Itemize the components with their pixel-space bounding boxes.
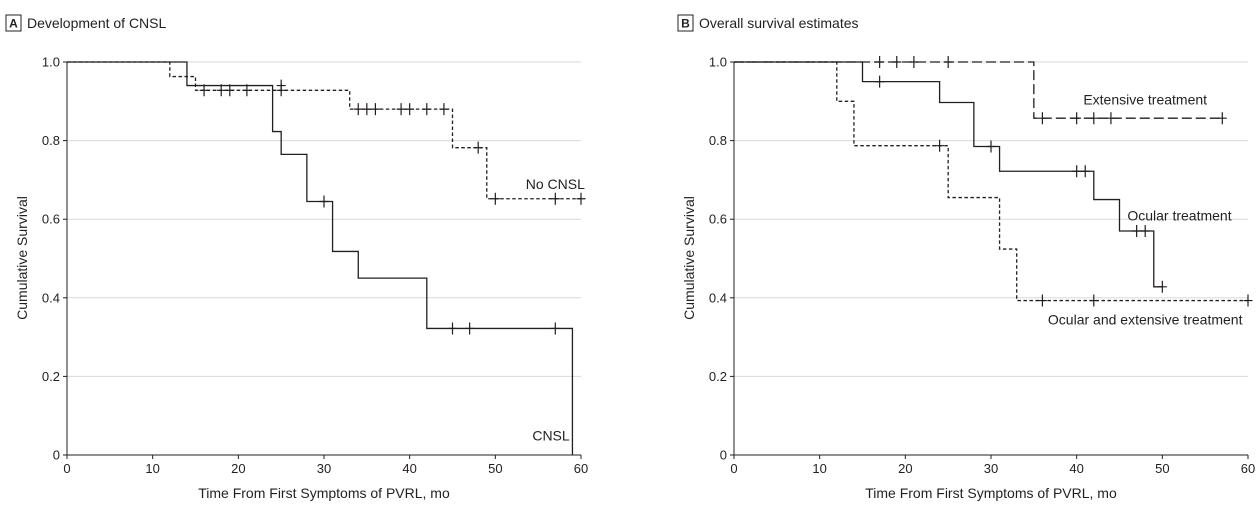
panel-a-letter: A bbox=[9, 17, 18, 31]
panel-a-no-cnsl-censor-mark bbox=[370, 103, 380, 116]
panel-b: B Overall survival estimates 00.20.40.60… bbox=[677, 14, 1255, 501]
panel-b-ocular-and-extensive-treatment-censor-mark bbox=[935, 139, 945, 152]
panel-b-x-tick-label: 20 bbox=[898, 461, 912, 476]
panel-b-y-axis-label: Cumulative Survival bbox=[681, 196, 697, 320]
panel-a-no-cnsl-censor-mark bbox=[422, 103, 432, 116]
panel-b-ocular-treatment-censor-mark bbox=[1072, 165, 1082, 178]
panel-b-extensive-treatment-censor-mark bbox=[1037, 112, 1047, 125]
panel-a: A Development of CNSL 0 0.2 0.4 0.6 0.8 1.0 0 1… bbox=[5, 14, 588, 501]
panel-b-ocular-and-extensive-treatment-label: Ocular and extensive treatment bbox=[1048, 311, 1243, 327]
panel-a-plot: 0 0.2 0.4 0.6 0.8 1.0 0 10 20 30 40 50 60 No CNSL CNSL bbox=[42, 55, 588, 477]
panel-a-no-cnsl-curve bbox=[67, 61, 581, 200]
panel-a-cnsl-censor-mark bbox=[319, 195, 329, 208]
panel-b-extensive-treatment-censor-mark bbox=[1106, 112, 1116, 125]
panel-a-no-cnsl-censor-mark bbox=[473, 141, 483, 154]
panel-a-no-cnsl-label: No CNSL bbox=[526, 176, 585, 192]
panel-a-y-tick-label: 0.8 bbox=[42, 133, 60, 148]
panel-a-cnsl-censor-mark bbox=[276, 79, 286, 92]
panel-b-y-tick-label: 0.6 bbox=[709, 212, 727, 227]
panel-a-x-tick-label: 20 bbox=[231, 461, 245, 476]
panel-a-cnsl-curve bbox=[67, 61, 574, 455]
panel-a-y-tick-label: 1.0 bbox=[42, 55, 60, 70]
panel-a-no-cnsl-censor-mark bbox=[405, 103, 415, 116]
panel-a-no-cnsl-censor-mark bbox=[216, 84, 226, 97]
panel-b-x-tick-label: 50 bbox=[1155, 461, 1169, 476]
panel-b-extensive-treatment-censor-mark bbox=[1217, 112, 1227, 125]
panel-b-x-tick-label: 0 bbox=[730, 461, 737, 476]
panel-b-x-tick-label: 60 bbox=[1241, 461, 1255, 476]
panel-b-x-tick-label: 30 bbox=[984, 461, 998, 476]
panel-a-no-cnsl-censor-mark bbox=[550, 192, 560, 205]
panel-b-x-axis-label: Time From First Symptoms of PVRL, mo bbox=[865, 485, 1117, 501]
panel-b-plot: 0 0.2 0.4 0.6 0.8 1.0 0 10 20 30 40 50 60 Extensive t… bbox=[709, 55, 1255, 477]
panel-b-y-tick-label: 0.2 bbox=[709, 369, 727, 384]
panel-a-y-tick-label: 0.6 bbox=[42, 212, 60, 227]
panel-a-no-cnsl-censor-mark bbox=[490, 192, 500, 205]
panel-a-x-tick-label: 40 bbox=[402, 461, 416, 476]
panel-a-no-cnsl-censor-mark bbox=[225, 84, 235, 97]
panel-b-ocular-and-extensive-treatment-censor-mark bbox=[1037, 294, 1047, 307]
panel-a-x-tick-label: 0 bbox=[63, 461, 70, 476]
panel-b-ocular-and-extensive-treatment-censor-mark bbox=[1089, 294, 1099, 307]
panel-a-x-tick-label: 50 bbox=[488, 461, 502, 476]
panel-a-no-cnsl-censor-mark bbox=[353, 103, 363, 116]
panel-b-ocular-treatment-censor-mark bbox=[1140, 224, 1150, 237]
panel-a-x-axis-label: Time From First Symptoms of PVRL, mo bbox=[198, 485, 450, 501]
panel-b-y-tick-label: 0.8 bbox=[709, 133, 727, 148]
panel-a-y-axis-label: Cumulative Survival bbox=[14, 196, 30, 320]
panel-a-y-tick-label: 0.2 bbox=[42, 369, 60, 384]
panel-b-x-tick-label: 40 bbox=[1069, 461, 1083, 476]
panel-b-ocular-treatment-censor-mark bbox=[1132, 224, 1142, 237]
panel-a-no-cnsl-censor-mark bbox=[439, 103, 449, 116]
panel-b-ocular-and-extensive-treatment-censor-mark bbox=[1243, 294, 1253, 307]
panel-b-extensive-treatment-censor-mark bbox=[875, 56, 885, 68]
panel-b-ocular-treatment-censor-mark bbox=[1157, 280, 1167, 293]
panel-a-x-tick-label: 10 bbox=[145, 461, 159, 476]
panel-b-y-tick-label: 0.4 bbox=[709, 290, 727, 305]
panel-b-ocular-treatment-censor-mark bbox=[875, 75, 885, 88]
panel-b-ocular-treatment-censor-mark bbox=[986, 140, 996, 153]
panel-b-y-tick-label: 1.0 bbox=[709, 55, 727, 70]
panel-a-no-cnsl-censor-mark bbox=[396, 103, 406, 116]
panel-b-extensive-treatment-censor-mark bbox=[1089, 112, 1099, 125]
panel-a-cnsl-censor-mark bbox=[448, 322, 457, 335]
panel-a-letter-box bbox=[5, 14, 22, 32]
panel-b-title: Overall survival estimates bbox=[699, 15, 859, 31]
panel-b-extensive-treatment-curve bbox=[734, 61, 1223, 119]
panel-b-ocular-treatment-censor-mark bbox=[1080, 165, 1090, 178]
panel-b-ocular-treatment-label: Ocular treatment bbox=[1127, 207, 1231, 223]
panel-b-extensive-treatment-censor-mark bbox=[909, 56, 919, 68]
panel-b-y-tick-label: 0 bbox=[720, 448, 727, 463]
panel-b-letter: B bbox=[681, 17, 690, 31]
panel-b-extensive-treatment-censor-mark bbox=[943, 56, 953, 68]
panel-a-y-tick-label: 0.4 bbox=[42, 290, 60, 305]
panel-a-cnsl-censor-mark bbox=[550, 322, 560, 335]
panel-b-extensive-treatment-censor-mark bbox=[892, 56, 902, 68]
panel-b-extensive-treatment-censor-mark bbox=[1072, 112, 1082, 125]
panel-a-no-cnsl-censor-mark bbox=[242, 84, 252, 97]
panel-b-x-tick-label: 10 bbox=[812, 461, 826, 476]
panel-a-y-tick-label: 0 bbox=[53, 448, 60, 463]
panel-a-x-tick-label: 30 bbox=[317, 461, 331, 476]
panel-a-cnsl-label: CNSL bbox=[532, 427, 570, 443]
panel-a-cnsl-censor-mark bbox=[465, 322, 475, 335]
panel-a-no-cnsl-censor-mark bbox=[576, 192, 586, 205]
panel-a-no-cnsl-censor-mark bbox=[362, 103, 372, 116]
panel-b-extensive-treatment-label: Extensive treatment bbox=[1083, 91, 1207, 107]
panel-b-letter-box bbox=[677, 14, 694, 32]
panel-a-x-tick-label: 60 bbox=[574, 461, 588, 476]
panel-a-no-cnsl-censor-mark bbox=[199, 84, 209, 97]
panel-a-title: Development of CNSL bbox=[27, 15, 167, 31]
